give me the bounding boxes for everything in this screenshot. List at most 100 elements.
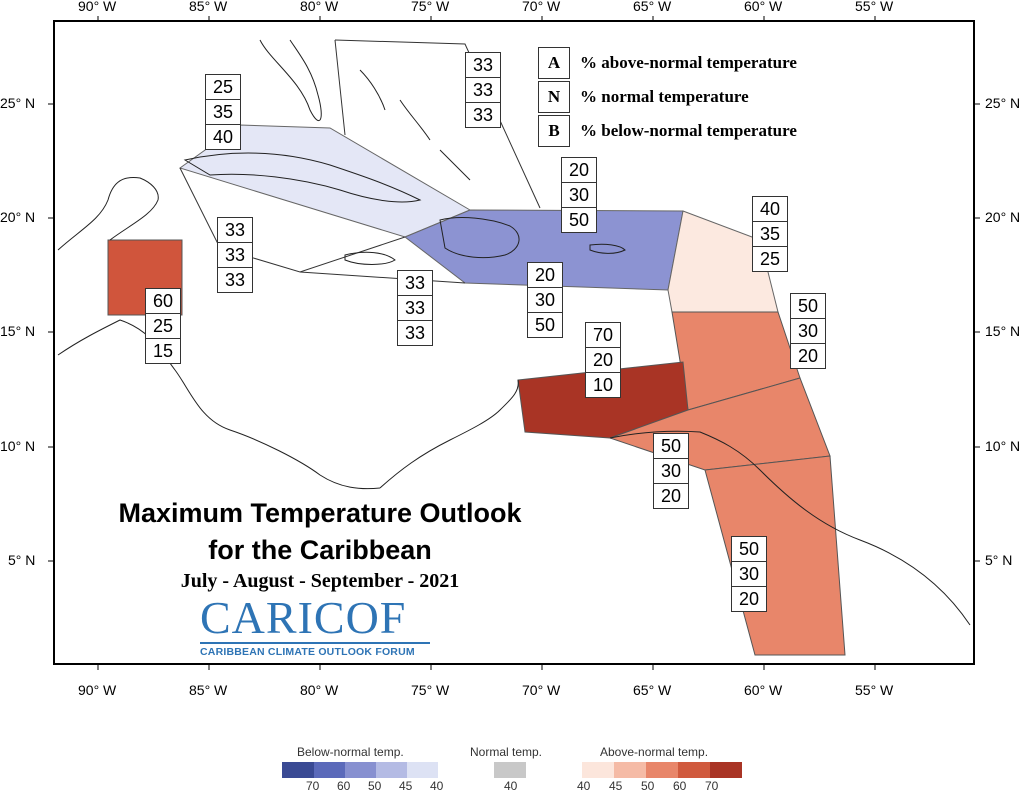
lat-label-right: 5° N [985,552,1013,568]
prob-above: 25 [206,75,240,100]
prob-below: 50 [534,315,556,335]
colorbar-below [282,762,438,778]
colorbar-swatch [710,762,742,778]
logo-tagline: CARIBBEAN CLIMATE OUTLOOK FORUM [200,646,415,658]
prob-normal: 30 [562,183,596,208]
colorbar-tick: 40 [430,779,444,793]
lon-label-bottom: 60° W [744,682,783,698]
prob-box-hispaniola: 20 30 50 [561,157,597,233]
prob-below: 33 [404,323,426,343]
colorbar-tick: 60 [673,779,687,793]
lon-label-top: 65° W [633,0,672,14]
colorbar-above [582,762,742,778]
colorbar-tick: 70 [705,779,719,793]
prob-below: 33 [472,105,494,125]
colorbar-swatch [407,762,438,778]
lon-label-bottom: 90° W [78,682,117,698]
lon-label-bottom: 75° W [411,682,450,698]
prob-normal: 20 [586,348,620,373]
lon-label-top: 75° W [411,0,450,14]
key-row-normal: N % normal temperature [538,80,797,114]
caricof-logo: CARICOF CARIBBEAN CLIMATE OUTLOOK FORUM [200,594,430,658]
lon-label-top: 60° W [744,0,783,14]
prob-above: 33 [466,53,500,78]
lon-label-top: 70° W [522,0,561,14]
colorbar-swatch [376,762,407,778]
colorbar-tick: 40 [504,779,518,793]
logo-wordmark: CARICOF [200,592,407,643]
prob-normal: 35 [206,100,240,125]
lat-label-left: 15° N [0,323,36,339]
key-row-above: A % above-normal temperature [538,46,797,80]
lon-label-bottom: 85° W [189,682,228,698]
lon-label-top: 90° W [78,0,117,14]
key-text: % above-normal temperature [580,53,797,72]
prob-box-bahamas: 33 33 33 [465,52,501,128]
lat-label-right: 20° N [985,209,1021,225]
prob-normal: 35 [753,222,787,247]
prob-box-western-caribbean: 33 33 33 [217,217,253,293]
prob-box-leeward: 40 35 25 [752,196,788,272]
colorbar-normal [494,762,526,778]
prob-box-caribbean-east: 20 30 50 [527,262,563,338]
colorbar-swatch [582,762,614,778]
colorbar-swatch [646,762,678,778]
colorbar-swatch [494,762,526,778]
lat-label-left: 20° N [0,209,36,225]
lon-label-top: 85° W [189,0,228,14]
prob-above: 50 [732,537,766,562]
prob-normal: 33 [398,296,432,321]
lat-label-left: 10° N [0,438,36,454]
prob-below: 40 [212,127,234,147]
prob-above: 40 [753,197,787,222]
key-letter: B [538,115,570,147]
prob-normal: 30 [654,459,688,484]
colorbar-above-label: Above-normal temp. [600,745,709,759]
region-boundaries [179,39,541,284]
lon-label-bottom: 55° W [855,682,894,698]
lon-label-top: 80° W [300,0,339,14]
lat-label-right: 15° N [985,323,1021,339]
lat-label-right: 10° N [985,438,1021,454]
colorbar-below-label: Below-normal temp. [297,745,404,759]
prob-normal: 30 [791,319,825,344]
colorbar-tick: 50 [641,779,655,793]
colorbar-tick: 45 [399,779,413,793]
colorbar-tick: 50 [368,779,382,793]
lon-label-bottom: 80° W [300,682,339,698]
key-letter: N [538,81,570,113]
prob-normal: 30 [732,562,766,587]
colorbar-swatch [282,762,314,778]
prob-below: 20 [660,486,682,506]
prob-normal: 25 [146,314,180,339]
prob-box-windward: 50 30 20 [790,293,826,369]
prob-above: 50 [791,294,825,319]
prob-normal: 33 [218,243,252,268]
prob-below: 20 [738,589,760,609]
prob-below: 50 [568,210,590,230]
colorbar-tick: 70 [306,779,320,793]
prob-below: 10 [592,375,614,395]
colorbar-swatch [678,762,710,778]
key-text: % below-normal temperature [580,121,797,140]
colorbar-normal-label: Normal temp. [470,745,543,759]
lon-label-bottom: 65° W [633,682,672,698]
prob-box-abc: 70 20 10 [585,322,621,398]
colorbar-swatch [345,762,376,778]
key-row-below: B % below-normal temperature [538,114,797,148]
prob-below: 15 [152,341,174,361]
lon-label-bottom: 70° W [522,682,561,698]
prob-above: 20 [562,158,596,183]
colorbar-swatch [314,762,345,778]
colorbar-tick: 40 [577,779,591,793]
logo-rule [200,642,430,644]
prob-box-jamaica: 33 33 33 [397,270,433,346]
colorbar-tick: 60 [337,779,351,793]
lon-label-top: 55° W [855,0,894,14]
prob-above: 50 [654,434,688,459]
prob-normal: 30 [528,288,562,313]
prob-box-cuba: 25 35 40 [205,74,241,150]
map-title: Maximum Temperature Outlook [118,498,522,528]
prob-above: 33 [218,218,252,243]
